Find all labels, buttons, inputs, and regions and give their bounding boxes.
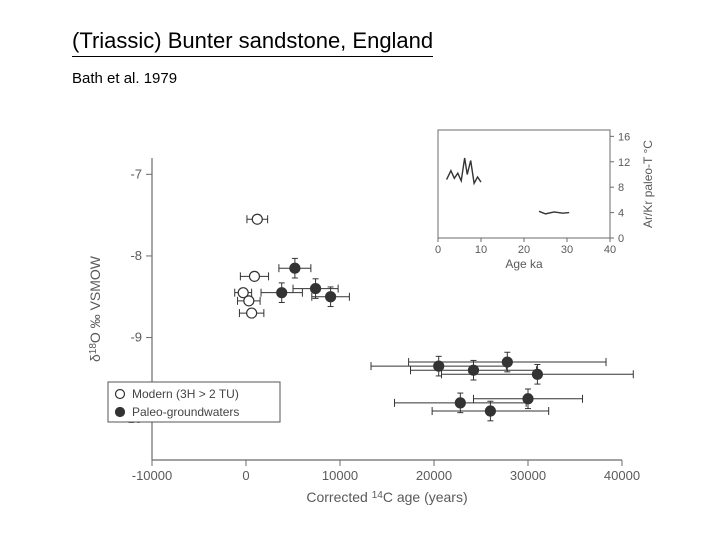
svg-text:Paleo-groundwaters: Paleo-groundwaters: [132, 405, 239, 419]
svg-text:12: 12: [618, 157, 630, 169]
svg-text:8: 8: [618, 182, 624, 194]
svg-text:30: 30: [561, 244, 573, 256]
svg-text:Corrected 14C age (years): Corrected 14C age (years): [306, 489, 467, 505]
svg-text:16: 16: [618, 131, 630, 143]
svg-text:20000: 20000: [416, 468, 452, 483]
scatter-chart: -10000010000200003000040000-7-8-9-10Corr…: [0, 0, 720, 540]
svg-text:-7: -7: [130, 166, 142, 181]
svg-text:0: 0: [435, 244, 441, 256]
svg-text:40000: 40000: [604, 468, 640, 483]
svg-text:0: 0: [242, 468, 249, 483]
svg-text:-9: -9: [130, 330, 142, 345]
svg-text:δ18O ‰ VSMOW: δ18O ‰ VSMOW: [87, 255, 103, 362]
svg-text:Modern (3H > 2 TU): Modern (3H > 2 TU): [132, 387, 239, 401]
svg-text:4: 4: [618, 208, 624, 220]
svg-text:0: 0: [618, 233, 624, 245]
svg-text:30000: 30000: [510, 468, 546, 483]
svg-text:20: 20: [518, 244, 530, 256]
svg-text:-10000: -10000: [132, 468, 172, 483]
svg-text:40: 40: [604, 244, 616, 256]
svg-text:10000: 10000: [322, 468, 358, 483]
svg-text:Ar/Kr paleo-T °C: Ar/Kr paleo-T °C: [641, 140, 655, 228]
svg-text:10: 10: [475, 244, 487, 256]
svg-text:-8: -8: [130, 248, 142, 263]
svg-text:Age ka: Age ka: [505, 257, 543, 271]
